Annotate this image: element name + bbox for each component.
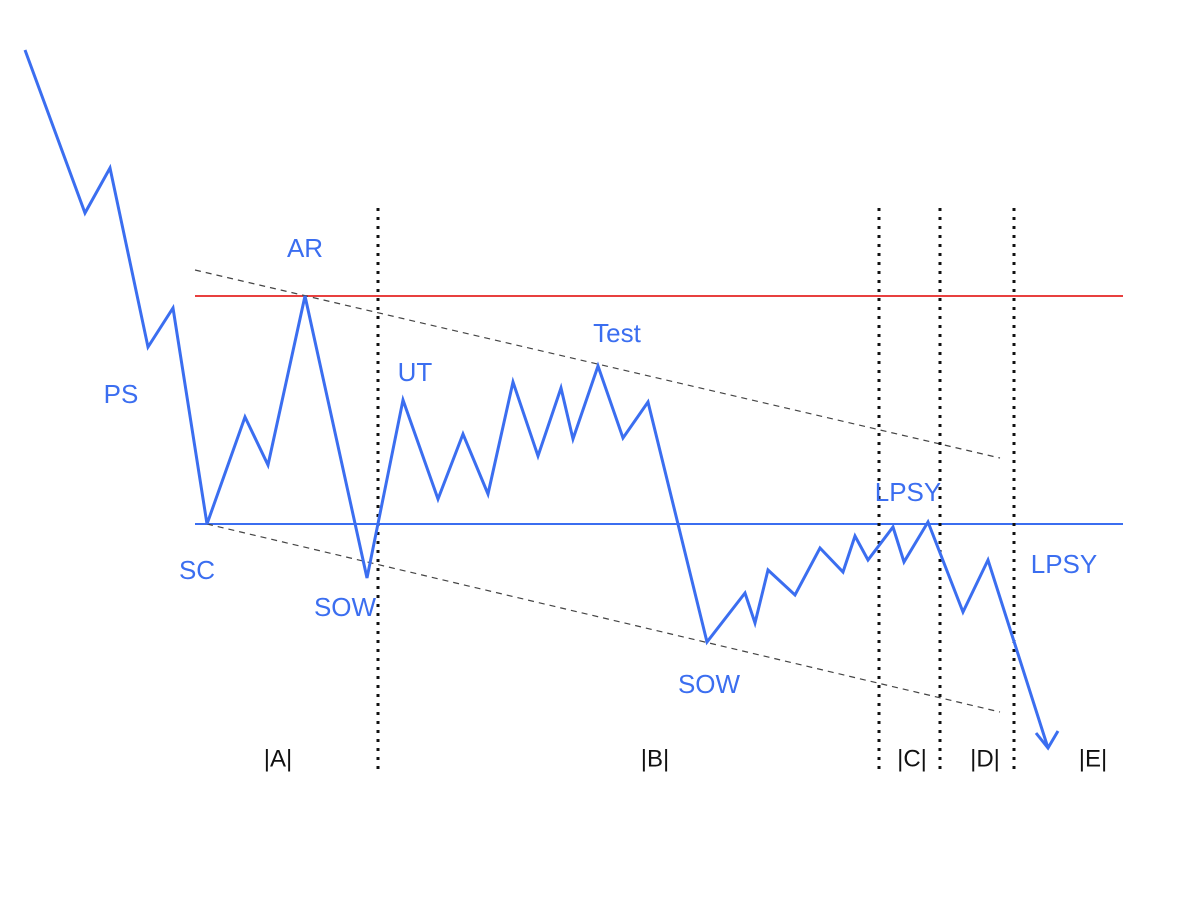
channel-upper	[194, 269, 1001, 459]
phase-label: |D|	[970, 745, 1000, 772]
label: Test	[593, 318, 641, 348]
label: SC	[179, 555, 215, 585]
phase-label: |B|	[641, 745, 669, 772]
label: PS	[104, 379, 139, 409]
phase-label: |E|	[1079, 745, 1107, 772]
channel-lower	[206, 523, 1001, 713]
phase-label: |A|	[264, 745, 292, 772]
arrow-head	[1034, 730, 1060, 751]
label: LPSY	[875, 477, 942, 507]
phase-label: |C|	[897, 745, 927, 772]
price-path	[23, 49, 1050, 749]
label: SOW	[678, 669, 741, 699]
label: UT	[398, 357, 433, 387]
label: LPSY	[1031, 549, 1098, 579]
label: SOW	[314, 592, 377, 622]
label: AR	[287, 233, 323, 263]
